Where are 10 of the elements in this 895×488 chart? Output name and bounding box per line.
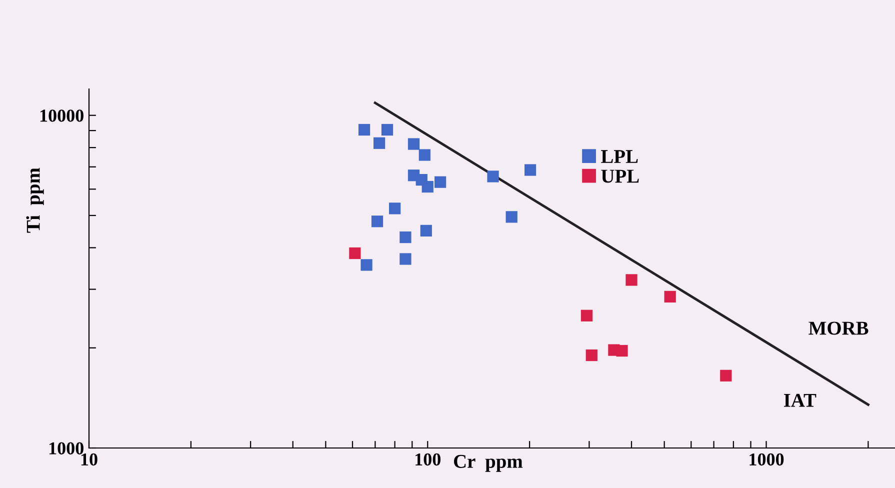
x-tick-label: 10: [81, 453, 98, 466]
y-tick-label: 10000: [40, 110, 84, 122]
y-axis-title: Ti ppm: [26, 168, 44, 233]
annotation: MORB: [808, 322, 868, 335]
x-tick-label: 1000: [750, 453, 784, 466]
x-tick-label: 100: [416, 453, 440, 466]
legend-label: LPL: [601, 150, 638, 163]
legend-label: UPL: [601, 170, 639, 183]
x-axis-title: Cr ppm: [454, 454, 523, 472]
annotation: IAT: [784, 394, 816, 407]
